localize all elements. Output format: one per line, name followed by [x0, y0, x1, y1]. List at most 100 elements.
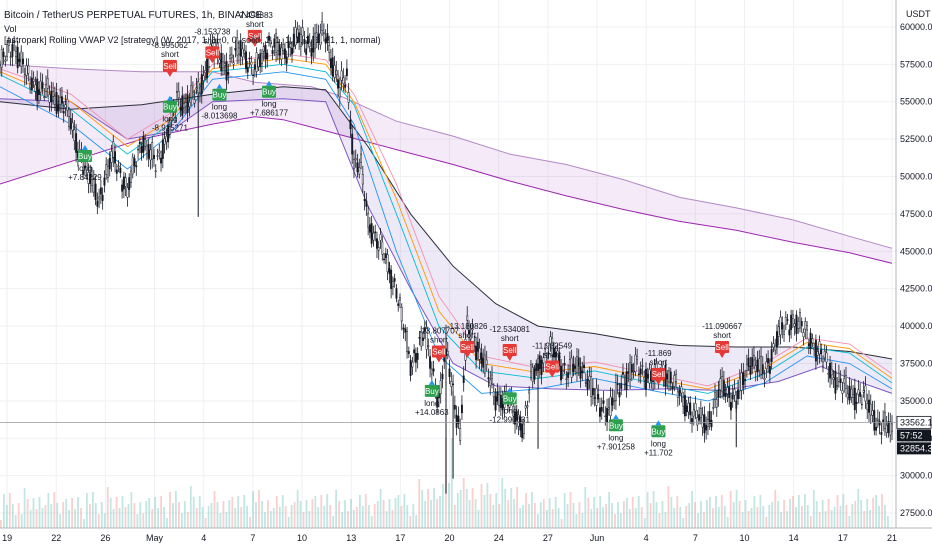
symbol-title[interactable]: Bitcoin / TetherUS PERPETUAL FUTURES, 1h…	[4, 10, 263, 21]
buy-signal: Buy long+14.0863	[415, 379, 449, 417]
volume-bar	[477, 510, 480, 528]
volume-bar	[353, 510, 355, 528]
sell-badge-text: Sell	[546, 362, 560, 371]
volume-bar	[777, 501, 780, 528]
volume-bar	[744, 500, 747, 528]
x-tick-label: 7	[693, 533, 698, 543]
volume-bar	[323, 506, 326, 528]
candle-body	[625, 371, 628, 390]
candle-body	[147, 144, 150, 159]
volume-bar	[611, 503, 613, 528]
volume-indicator-label[interactable]: Vol	[4, 24, 17, 34]
volume-bar	[338, 501, 340, 528]
volume-bar	[720, 495, 723, 528]
candle-body	[551, 337, 554, 356]
volume-bar	[439, 496, 441, 528]
volume-bar	[311, 499, 314, 528]
volume-bar	[774, 490, 777, 528]
strategy-indicator-label[interactable]: [astropark] Rolling VWAP V2 [strategy] (…	[4, 35, 381, 45]
x-tick-label: 10	[297, 533, 307, 543]
volume-bar	[643, 518, 646, 528]
candle-body	[708, 411, 711, 424]
candle-body	[73, 129, 76, 141]
volume-bar	[575, 514, 578, 528]
volume-bar	[264, 512, 266, 528]
candle-body	[786, 319, 789, 321]
volume-bar	[228, 500, 231, 528]
candle-body	[282, 44, 285, 51]
volume-bar	[409, 516, 412, 528]
candle-body	[200, 74, 203, 95]
volume-bar	[465, 489, 468, 528]
candle-body	[414, 353, 417, 363]
candle-body	[156, 155, 159, 157]
candle-body	[186, 94, 189, 113]
candle-body	[298, 32, 301, 43]
candle-body	[289, 43, 292, 48]
volume-bar	[634, 508, 637, 528]
price-axis[interactable]: 60000.00 57500.00 55000.00 52500.00 50000.00…	[895, 0, 932, 550]
candle-body	[66, 98, 69, 111]
volume-bar	[121, 496, 124, 528]
candle-body	[698, 414, 701, 421]
sell-signal: Sell short-8.995062	[152, 41, 188, 77]
buy-badge-text: Buy	[503, 394, 517, 403]
volume-bar	[631, 497, 634, 528]
candle-body	[522, 423, 525, 435]
band-pink-line	[0, 53, 893, 387]
volume-bar	[801, 506, 803, 528]
candle-body	[565, 378, 568, 380]
candle-body	[533, 368, 536, 380]
volume-bar	[112, 509, 115, 528]
candle-body	[574, 365, 577, 369]
volume-bar	[44, 505, 47, 528]
signal-annotation: short	[649, 358, 668, 367]
candle-body	[39, 80, 42, 93]
price-tag-background	[896, 415, 932, 429]
candle-body	[729, 401, 732, 411]
time-axis[interactable]: 19 22 26 May 4 7 10 13 17 20 24 27 Jun 4 7 10 14 17 21	[0, 527, 932, 543]
candle-body	[429, 356, 432, 369]
candle-body	[804, 321, 807, 330]
y-tick-label: 30000.00	[900, 471, 932, 481]
volume-bar	[531, 492, 533, 528]
y-tick-label: 40000.00	[900, 321, 932, 331]
sell-arrow-icon	[506, 356, 513, 362]
volume-bar	[267, 500, 269, 528]
volume-bar	[542, 499, 545, 528]
volume-bar	[166, 518, 168, 528]
candle-body	[768, 365, 771, 374]
sell-arrow-icon	[464, 353, 471, 359]
volume-bar	[181, 513, 183, 528]
candle-body	[514, 411, 516, 425]
candle-body	[115, 169, 118, 174]
buy-arrow-icon	[506, 387, 513, 393]
volume-bar	[821, 500, 824, 528]
volume-bar	[258, 490, 260, 528]
candle-body	[232, 62, 235, 65]
candle-body	[407, 351, 410, 354]
candle-body	[883, 411, 886, 429]
volume-bar	[626, 498, 628, 528]
candle-body	[84, 165, 86, 169]
volume-bar	[857, 489, 860, 528]
volume-bar	[240, 507, 243, 528]
candle-body	[292, 33, 295, 47]
candle-body	[259, 53, 262, 67]
candle-body	[722, 380, 725, 397]
candle-body	[257, 58, 260, 68]
candle-body	[370, 223, 373, 244]
volume-bar	[50, 504, 53, 528]
volume-bar	[792, 496, 794, 528]
candle-body	[843, 378, 846, 384]
candle-body	[590, 376, 593, 397]
volume-bar	[385, 511, 388, 528]
volume-bar	[836, 495, 839, 528]
candle-body	[188, 101, 191, 107]
volume-bar	[824, 511, 827, 528]
volume-bar	[71, 498, 73, 528]
volume-bar	[596, 508, 599, 528]
sell-arrow-icon	[719, 353, 726, 359]
sell-badge-text: Sell	[652, 370, 666, 379]
